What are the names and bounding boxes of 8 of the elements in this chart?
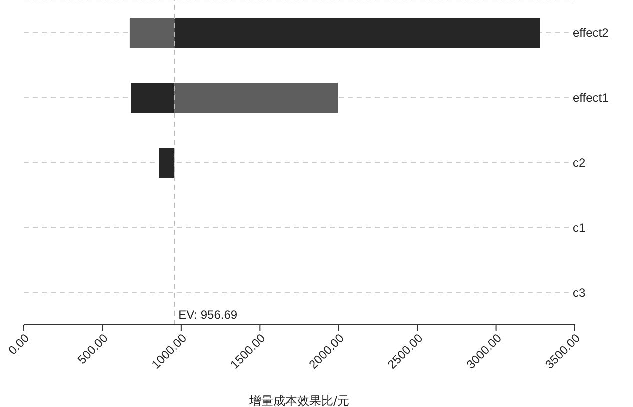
y-tick-label: c2 (573, 156, 586, 170)
y-tick-label: effect1 (573, 90, 610, 105)
y-tick-label: effect2 (573, 26, 610, 40)
x-axis-title: 增量成本效果比/元 (248, 394, 350, 407)
ref-line-label: EV: 956.69 (178, 308, 238, 322)
x-tick-label: 0.00 (6, 331, 32, 358)
y-tick-label: c3 (573, 286, 586, 300)
y-tick-label: c1 (573, 220, 586, 235)
